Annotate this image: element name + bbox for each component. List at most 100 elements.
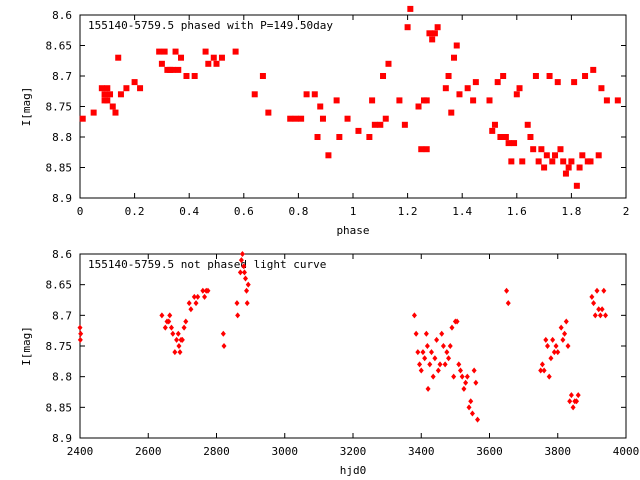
unphased-data-point <box>591 300 597 307</box>
unphased-data-point <box>553 343 559 349</box>
phased-data-point <box>497 134 504 140</box>
phased-data-point <box>571 79 578 86</box>
unphased-data-point <box>191 293 197 300</box>
phased-data-point <box>505 140 512 147</box>
phased-data-point <box>502 134 509 140</box>
phased-data-point <box>415 103 422 110</box>
phased-data-point <box>614 97 621 104</box>
unphased-data-point <box>558 324 564 331</box>
unphased-data-point <box>596 306 602 313</box>
unphased-data-point <box>555 349 561 356</box>
phased-data-point <box>426 30 433 37</box>
unphased-data-point <box>177 349 183 356</box>
phased-data-point <box>101 91 108 98</box>
unphased-data-point <box>238 257 244 264</box>
unphased-y-tick-label: 8.65 <box>46 279 73 292</box>
unphased-data-point <box>469 410 475 417</box>
unphased-data-point <box>175 330 181 337</box>
unphased-data-point <box>418 367 424 374</box>
unphased-x-tick-label: 3200 <box>340 445 367 458</box>
phased-y-tick-label: 8.75 <box>46 101 73 114</box>
unphased-data-point <box>176 343 182 349</box>
phased-data-point <box>453 42 460 49</box>
phased-data-point <box>527 134 534 140</box>
phased-data-point <box>161 48 168 55</box>
phased-data-point <box>519 158 526 165</box>
unphased-data-point <box>413 330 419 337</box>
unphased-data-point <box>461 385 467 392</box>
unphased-data-point <box>473 379 479 386</box>
phased-data-point <box>232 48 239 55</box>
phased-data-point <box>448 109 455 116</box>
unphased-data-point <box>423 330 429 337</box>
unphased-data-point <box>464 373 470 380</box>
unphased-data-point <box>202 293 208 300</box>
unphased-data-point <box>424 343 430 349</box>
phased-data-point <box>541 164 548 171</box>
phased-data-point <box>404 24 411 31</box>
unphased-data-point <box>427 361 433 368</box>
phased-data-point <box>298 115 305 122</box>
unphased-data-point <box>442 361 448 368</box>
phased-y-axis-label: I[mag] <box>20 87 33 127</box>
phased-light-curve-panel: 0 0.2 0.4 0.6 0.8 1 1.2 1.4 1.6 1.8 2 8.6 8.65 8.7 8.7… <box>20 5 630 237</box>
unphased-data-point <box>183 318 189 325</box>
phased-data-point <box>524 121 531 128</box>
unphased-data-point <box>220 330 226 337</box>
unphased-data-point <box>241 263 247 270</box>
phased-data-point <box>287 115 294 122</box>
phased-data-point <box>560 158 567 165</box>
phased-data-point <box>538 146 545 153</box>
unphased-data-point <box>463 379 469 386</box>
unphased-data-point <box>440 343 446 349</box>
unphased-data-point <box>451 373 457 380</box>
phased-x-tick-label: 1.6 <box>507 205 527 218</box>
phased-data-point <box>115 54 122 61</box>
unphased-data-point <box>603 312 609 319</box>
unphased-x-tick-label: 2600 <box>135 445 162 458</box>
phased-data-point <box>532 73 539 79</box>
phased-data-point <box>546 73 553 79</box>
phased-data-point <box>442 85 449 92</box>
unphased-data-point <box>167 312 173 319</box>
unphased-data-point <box>567 398 573 405</box>
unphased-data-point <box>77 324 83 331</box>
unphased-data-point <box>411 312 417 319</box>
phased-data-point <box>191 73 198 79</box>
phased-data-point <box>434 24 441 31</box>
phased-data-point <box>423 146 430 153</box>
phased-data-point <box>590 66 597 73</box>
unphased-x-tick-label: 2800 <box>203 445 230 458</box>
unphased-data-point <box>548 355 554 362</box>
unphased-data-point <box>430 373 436 380</box>
phased-data-point <box>500 73 507 79</box>
unphased-data-point <box>538 367 544 374</box>
phased-data-point <box>418 146 425 153</box>
phased-y-tick-label: 8.9 <box>52 192 72 205</box>
phased-x-tick-label: 0.6 <box>234 205 254 218</box>
phased-data-point <box>603 97 610 104</box>
unphased-data-point <box>235 312 241 319</box>
unphased-data-point <box>594 287 600 294</box>
phased-data-point <box>396 97 403 104</box>
unphased-x-tick-label: 3800 <box>545 445 572 458</box>
unphased-data-point <box>432 355 438 362</box>
unphased-data-point <box>417 361 423 368</box>
unphased-data-point <box>193 300 199 307</box>
phased-data-point <box>109 103 116 110</box>
phased-data-point <box>470 97 477 104</box>
unphased-data-point <box>200 287 206 294</box>
phased-x-tick-label: 2 <box>623 205 630 218</box>
phased-x-tick-label: 1.2 <box>398 205 418 218</box>
phased-data-point <box>573 182 580 189</box>
phased-data-point <box>104 85 111 92</box>
phased-data-point <box>385 60 392 67</box>
unphased-data-point <box>599 306 605 313</box>
phased-data-point <box>554 79 561 86</box>
phased-data-point <box>579 152 586 159</box>
unphased-data-point <box>234 300 240 307</box>
unphased-data-point <box>570 404 576 411</box>
unphased-data-point <box>435 367 441 374</box>
unphased-data-point <box>505 300 511 307</box>
phased-data-point <box>178 54 185 61</box>
